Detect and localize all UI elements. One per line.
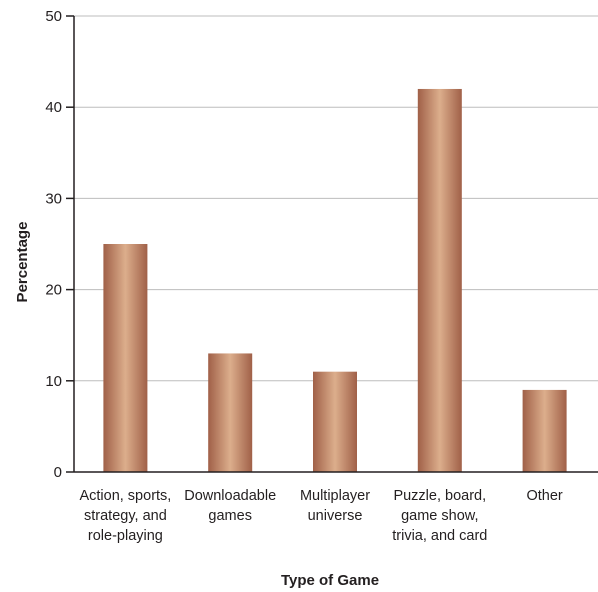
axes (66, 15, 598, 473)
x-category-label: Downloadable games (184, 488, 276, 524)
bar (417, 88, 462, 473)
y-tick-label: 30 (45, 190, 62, 207)
y-tick-label: 40 (45, 99, 62, 116)
x-category-label: Action, sports, strategy, and role-playing (79, 488, 171, 544)
y-tick-label: 0 (54, 464, 62, 481)
y-axis-title: Percentage (14, 222, 31, 303)
bar (313, 371, 357, 472)
x-category-labels: Action, sports, strategy, and role-playing… (79, 488, 562, 544)
x-category-label: Puzzle, board, game show, trivia, and card (392, 488, 487, 544)
gridlines (74, 15, 598, 382)
x-axis-title: Type of Game (281, 572, 379, 589)
y-tick-labels: 0 10 20 30 40 50 (45, 8, 62, 481)
x-category-label: Other (526, 488, 562, 504)
y-tick-label: 10 (45, 373, 62, 390)
x-category-label: Multiplayer universe (300, 488, 370, 524)
bar (208, 353, 253, 472)
bar (522, 389, 567, 472)
y-tick-label: 20 (45, 282, 62, 299)
bar (103, 244, 148, 472)
bars (103, 88, 567, 473)
y-tick-label: 50 (45, 8, 62, 25)
